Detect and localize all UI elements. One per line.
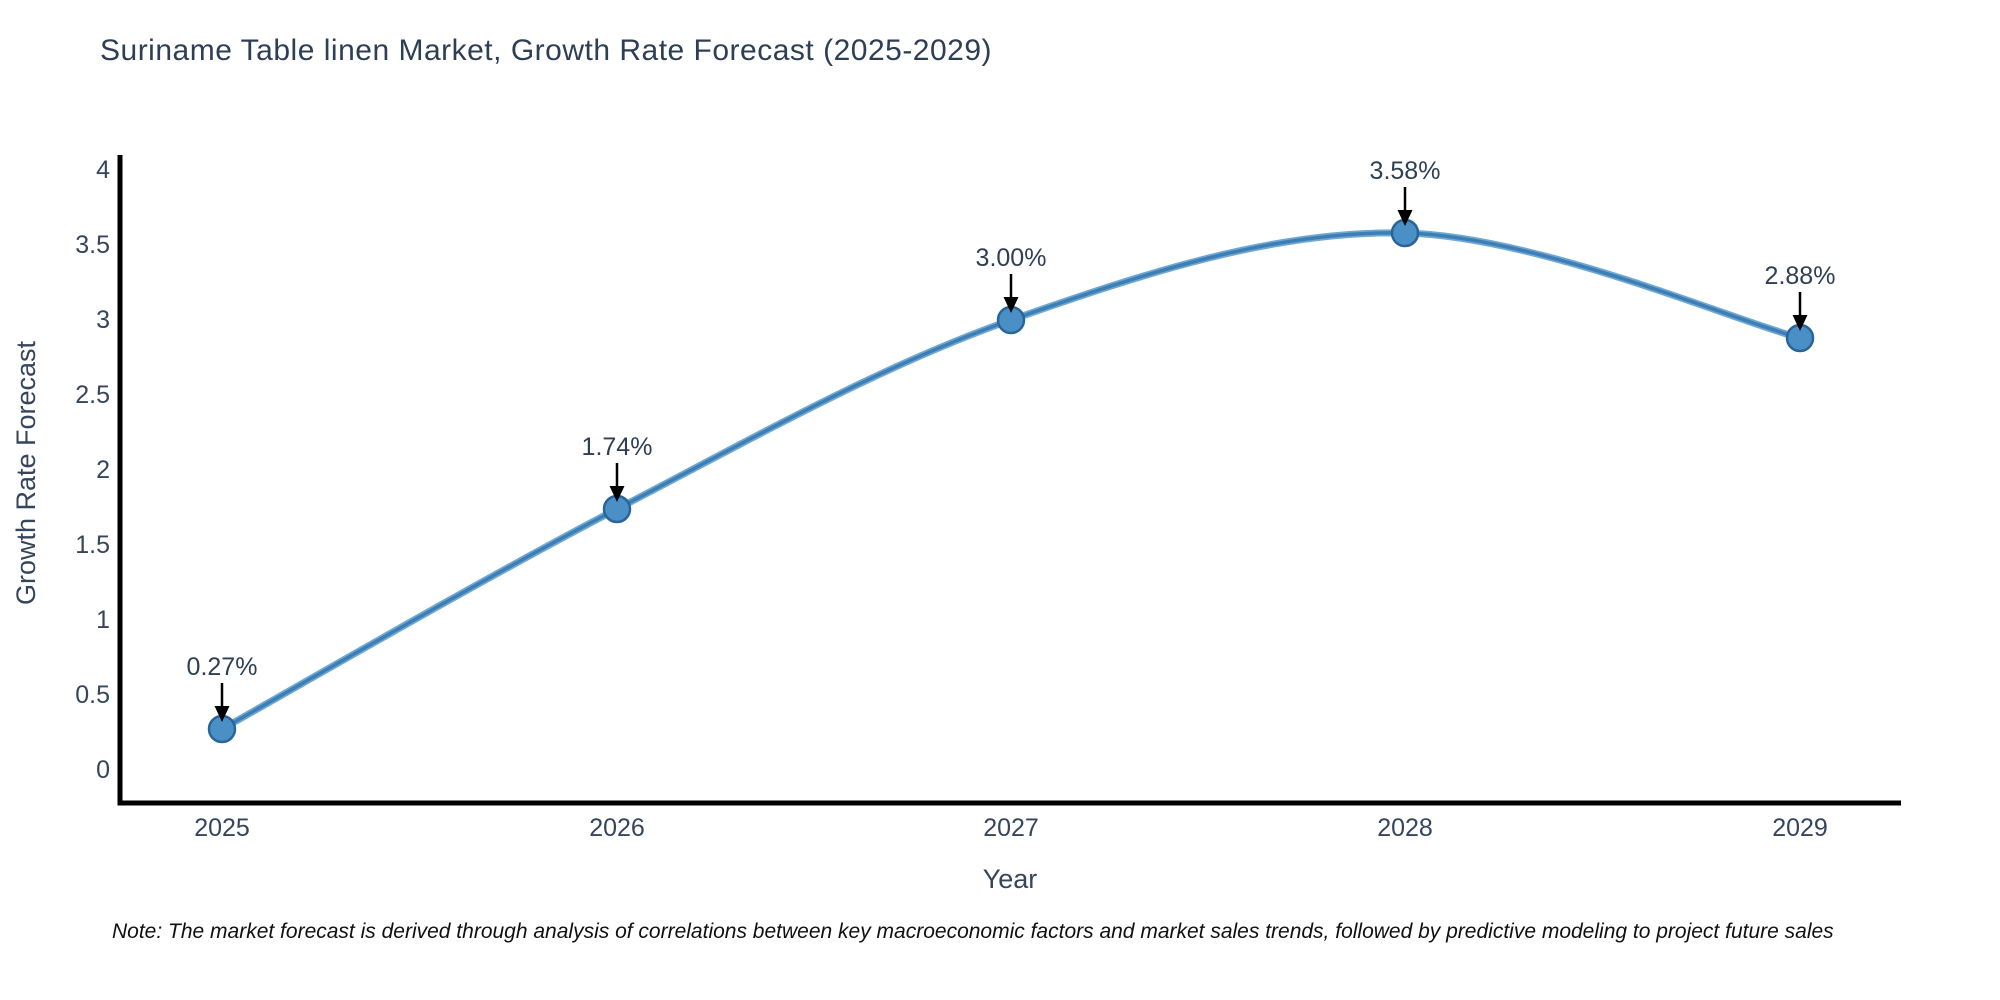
x-tick-label-2026: 2026: [589, 814, 645, 842]
x-tick-label-2028: 2028: [1377, 814, 1433, 842]
annotation-label-2028: 3.58%: [1369, 157, 1441, 185]
chart-title: Suriname Table linen Market, Growth Rate…: [100, 34, 993, 67]
annotation-label-2026: 1.74%: [581, 433, 653, 461]
annotation-label-2029: 2.88%: [1764, 262, 1836, 290]
y-tick-label-2-5: 2.5: [75, 381, 110, 409]
y-tick-label-0: 0: [96, 756, 110, 784]
y-tick-label-1: 1: [96, 606, 110, 634]
annotation-label-2025: 0.27%: [186, 653, 258, 681]
x-tick-label-2029: 2029: [1772, 814, 1828, 842]
annotation-arrow-2027: [1003, 274, 1019, 313]
x-tick-label-2025: 2025: [194, 814, 250, 842]
annotation-arrow-2025: [214, 683, 230, 722]
y-tick-label-0-5: 0.5: [75, 681, 110, 709]
y-tick-label-3: 3: [96, 306, 110, 334]
y-tick-label-1-5: 1.5: [75, 531, 110, 559]
y-axis-title: Growth Rate Forecast: [11, 340, 41, 606]
annotation-arrow-2026: [609, 463, 625, 502]
footnote: Note: The market forecast is derived thr…: [112, 920, 1834, 943]
x-axis-title: Year: [982, 864, 1038, 894]
y-tick-label-2: 2: [96, 456, 110, 484]
annotation-arrow-2029: [1792, 292, 1808, 331]
y-tick-label-4: 4: [96, 156, 110, 184]
annotation-arrow-2028: [1397, 187, 1413, 226]
annotation-label-2027: 3.00%: [975, 244, 1047, 272]
x-tick-label-2027: 2027: [983, 814, 1039, 842]
y-tick-label-3-5: 3.5: [75, 231, 110, 259]
